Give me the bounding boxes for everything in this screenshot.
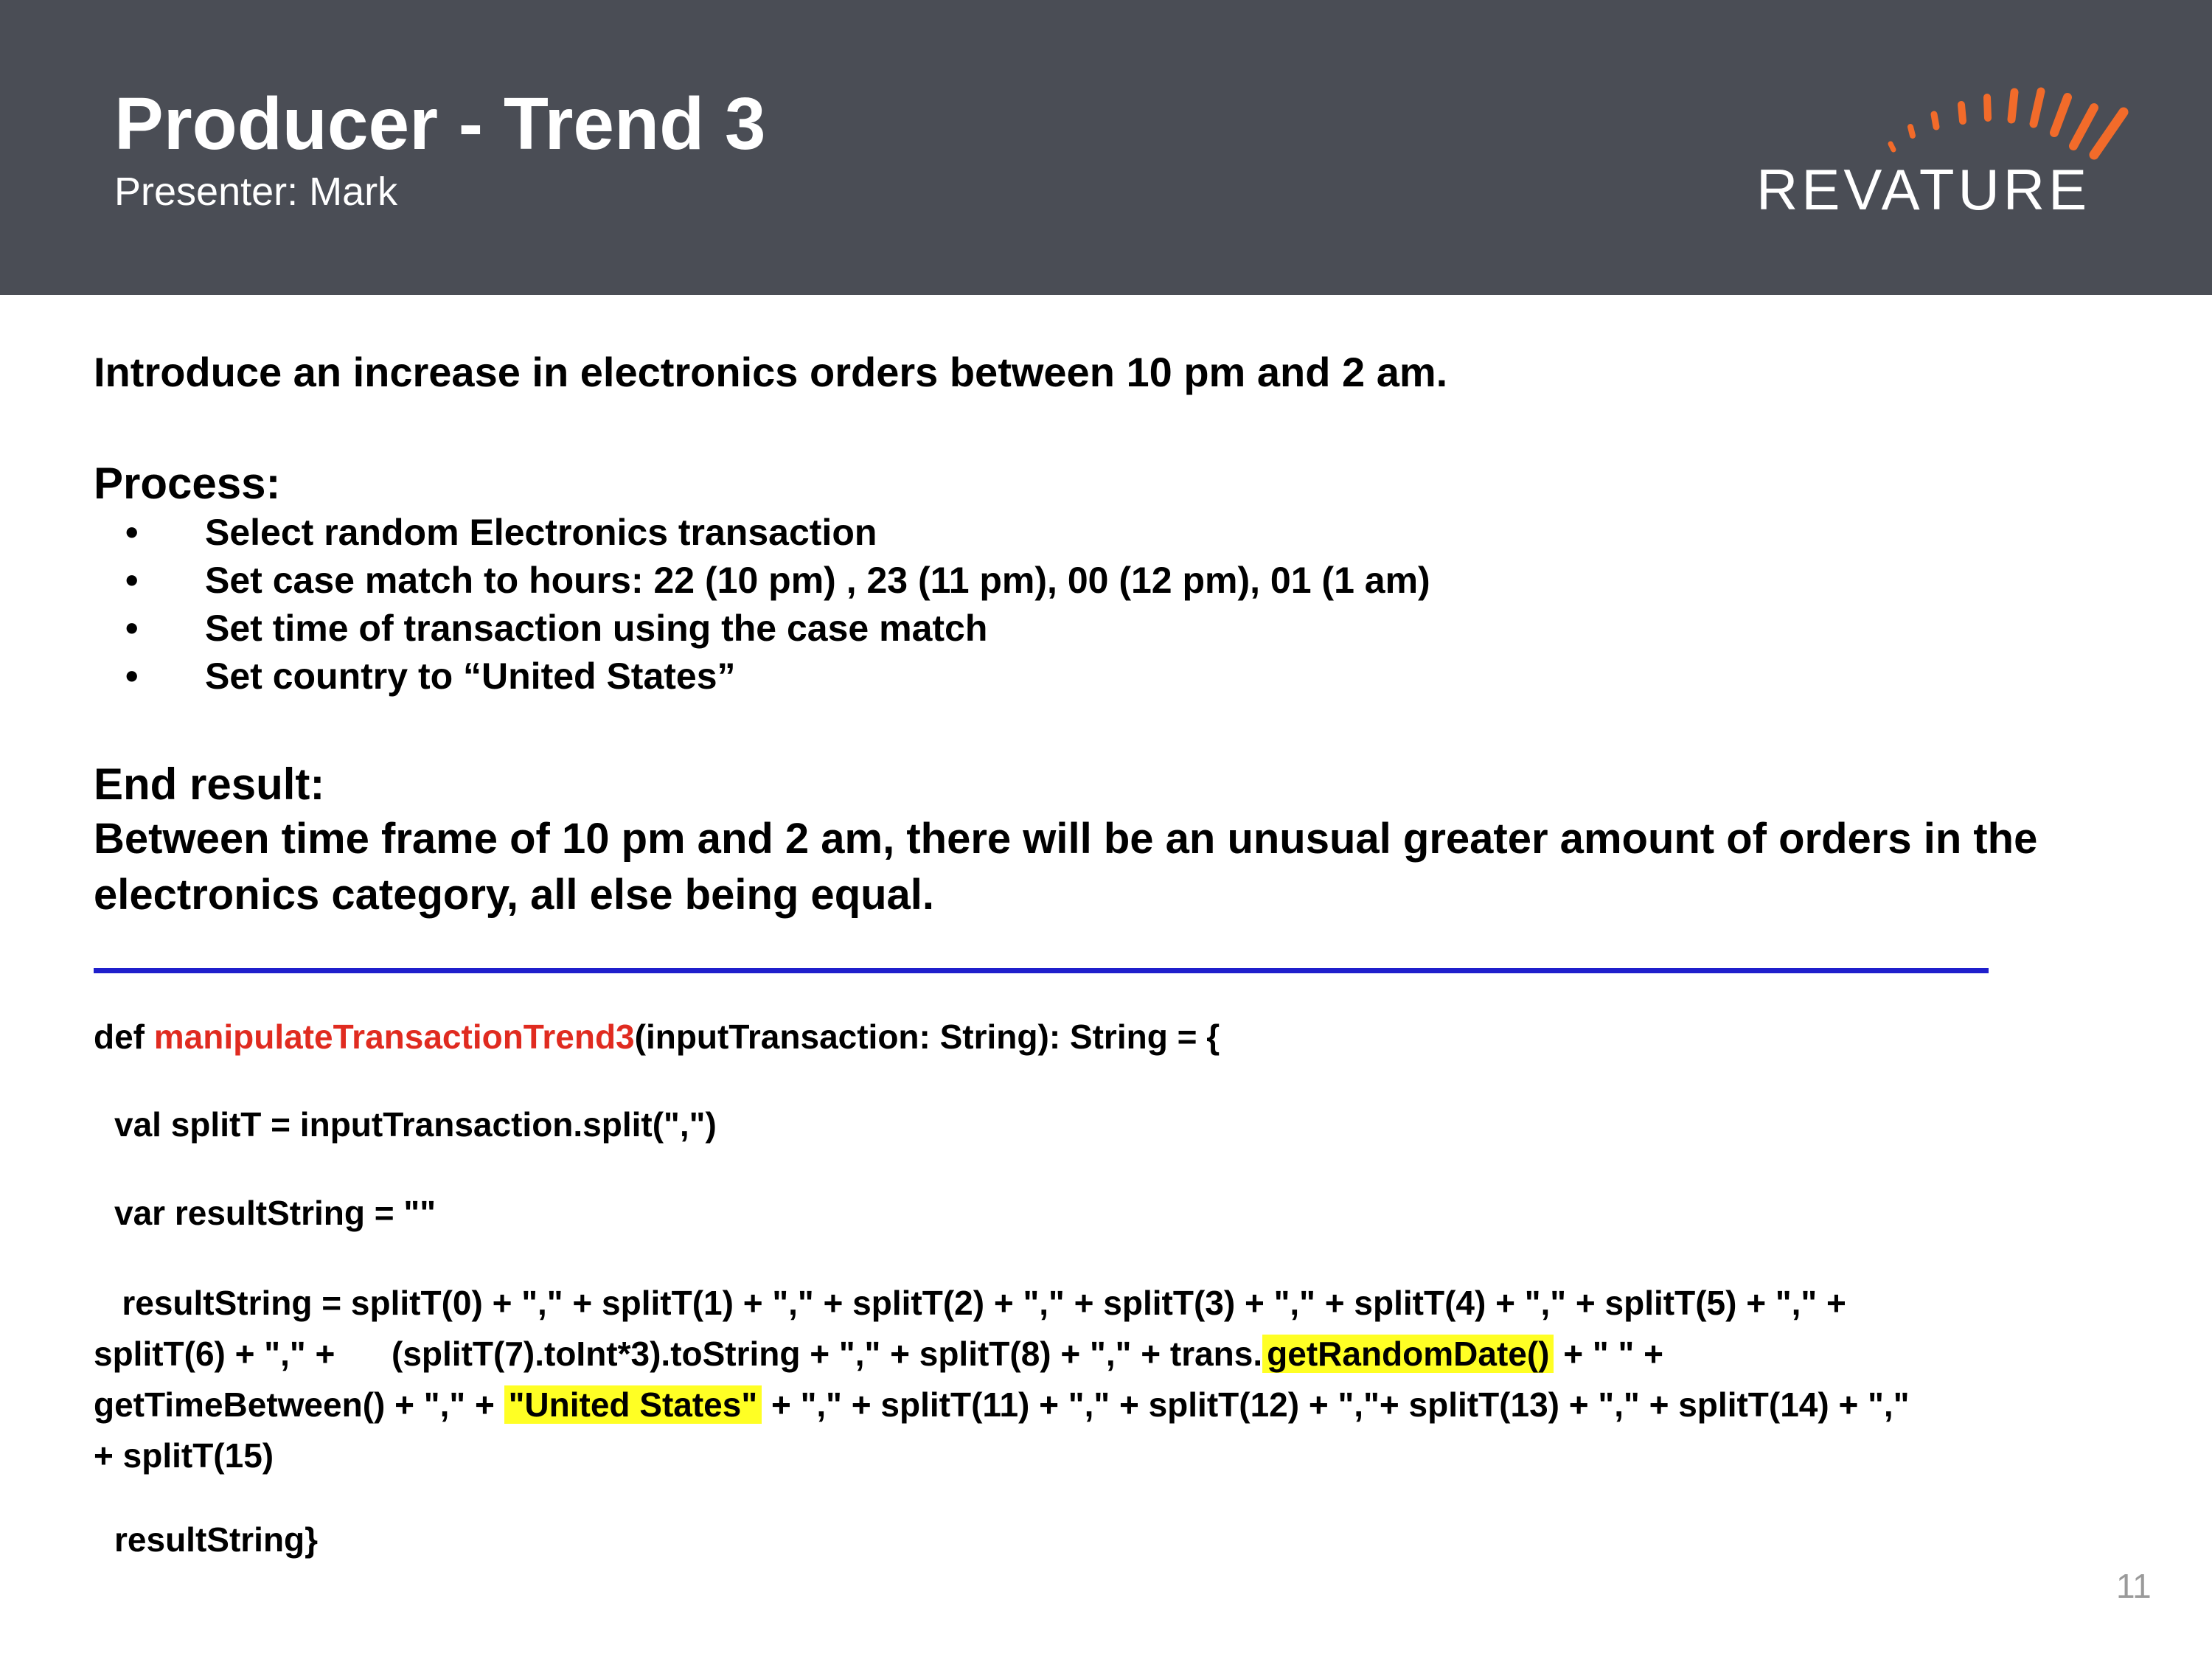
code-line-var: var resultString = "": [114, 1194, 437, 1232]
intro-statement: Introduce an increase in electronics ord…: [94, 349, 1448, 395]
code-function-name: manipulateTransactionTrend3: [153, 1018, 635, 1056]
code-block-result: resultString = splitT(0) + "," + splitT(…: [94, 1278, 1910, 1481]
code-highlight: "United States": [504, 1385, 762, 1424]
logo-wordmark: REVATURE: [1756, 157, 2091, 222]
process-step: Set country to “United States”: [205, 655, 736, 697]
bullet-icon: •: [125, 560, 139, 601]
code-line: splitT(6) + "," + (splitT(7).toInt*3).to…: [94, 1329, 1910, 1380]
code-line-def: def manipulateTransactionTrend3(inputTra…: [94, 1015, 1220, 1059]
process-heading: Process:: [94, 459, 281, 508]
presenter-subtitle: Presenter: Mark: [114, 170, 398, 214]
bullet-icon: •: [125, 655, 139, 697]
sunburst-icon: [1888, 87, 2129, 160]
code-signature: (inputTransaction: String): String = {: [634, 1018, 1220, 1056]
process-step: Set case match to hours: 22 (10 pm) , 23…: [205, 560, 1430, 601]
revature-logo: REVATURE: [1747, 81, 2138, 222]
code-text: + " " +: [1554, 1335, 1663, 1373]
process-step: Select random Electronics transaction: [205, 512, 877, 553]
bullet-icon: •: [125, 608, 139, 649]
code-text: splitT(6) + "," + (splitT(7).toInt*3).to…: [94, 1335, 1263, 1373]
process-step: Set time of transaction using the case m…: [205, 608, 988, 649]
code-text: + "," + splitT(11) + "," + splitT(12) + …: [762, 1385, 1910, 1424]
code-line: getTimeBetween() + "," + "United States"…: [94, 1380, 1910, 1430]
slide-header: Producer - Trend 3 Presenter: Mark REVAT…: [0, 0, 2212, 295]
code-keyword: def: [94, 1018, 154, 1056]
code-highlight: getRandomDate(): [1262, 1335, 1554, 1373]
code-text: getTimeBetween() + "," +: [94, 1385, 504, 1424]
code-line: resultString = splitT(0) + "," + splitT(…: [94, 1284, 1846, 1322]
end-result-text: Between time frame of 10 pm and 2 am, th…: [94, 815, 2038, 919]
code-line: + splitT(15): [94, 1436, 274, 1475]
end-result-heading: End result:: [94, 759, 325, 809]
code-line-split: val splitT = inputTransaction.split(","): [114, 1105, 717, 1144]
bullet-icon: •: [125, 512, 139, 553]
page-number: 11: [2116, 1567, 2152, 1605]
code-line-return: resultString}: [114, 1520, 319, 1559]
slide-title: Producer - Trend 3: [114, 83, 766, 165]
section-divider: [94, 968, 1989, 973]
